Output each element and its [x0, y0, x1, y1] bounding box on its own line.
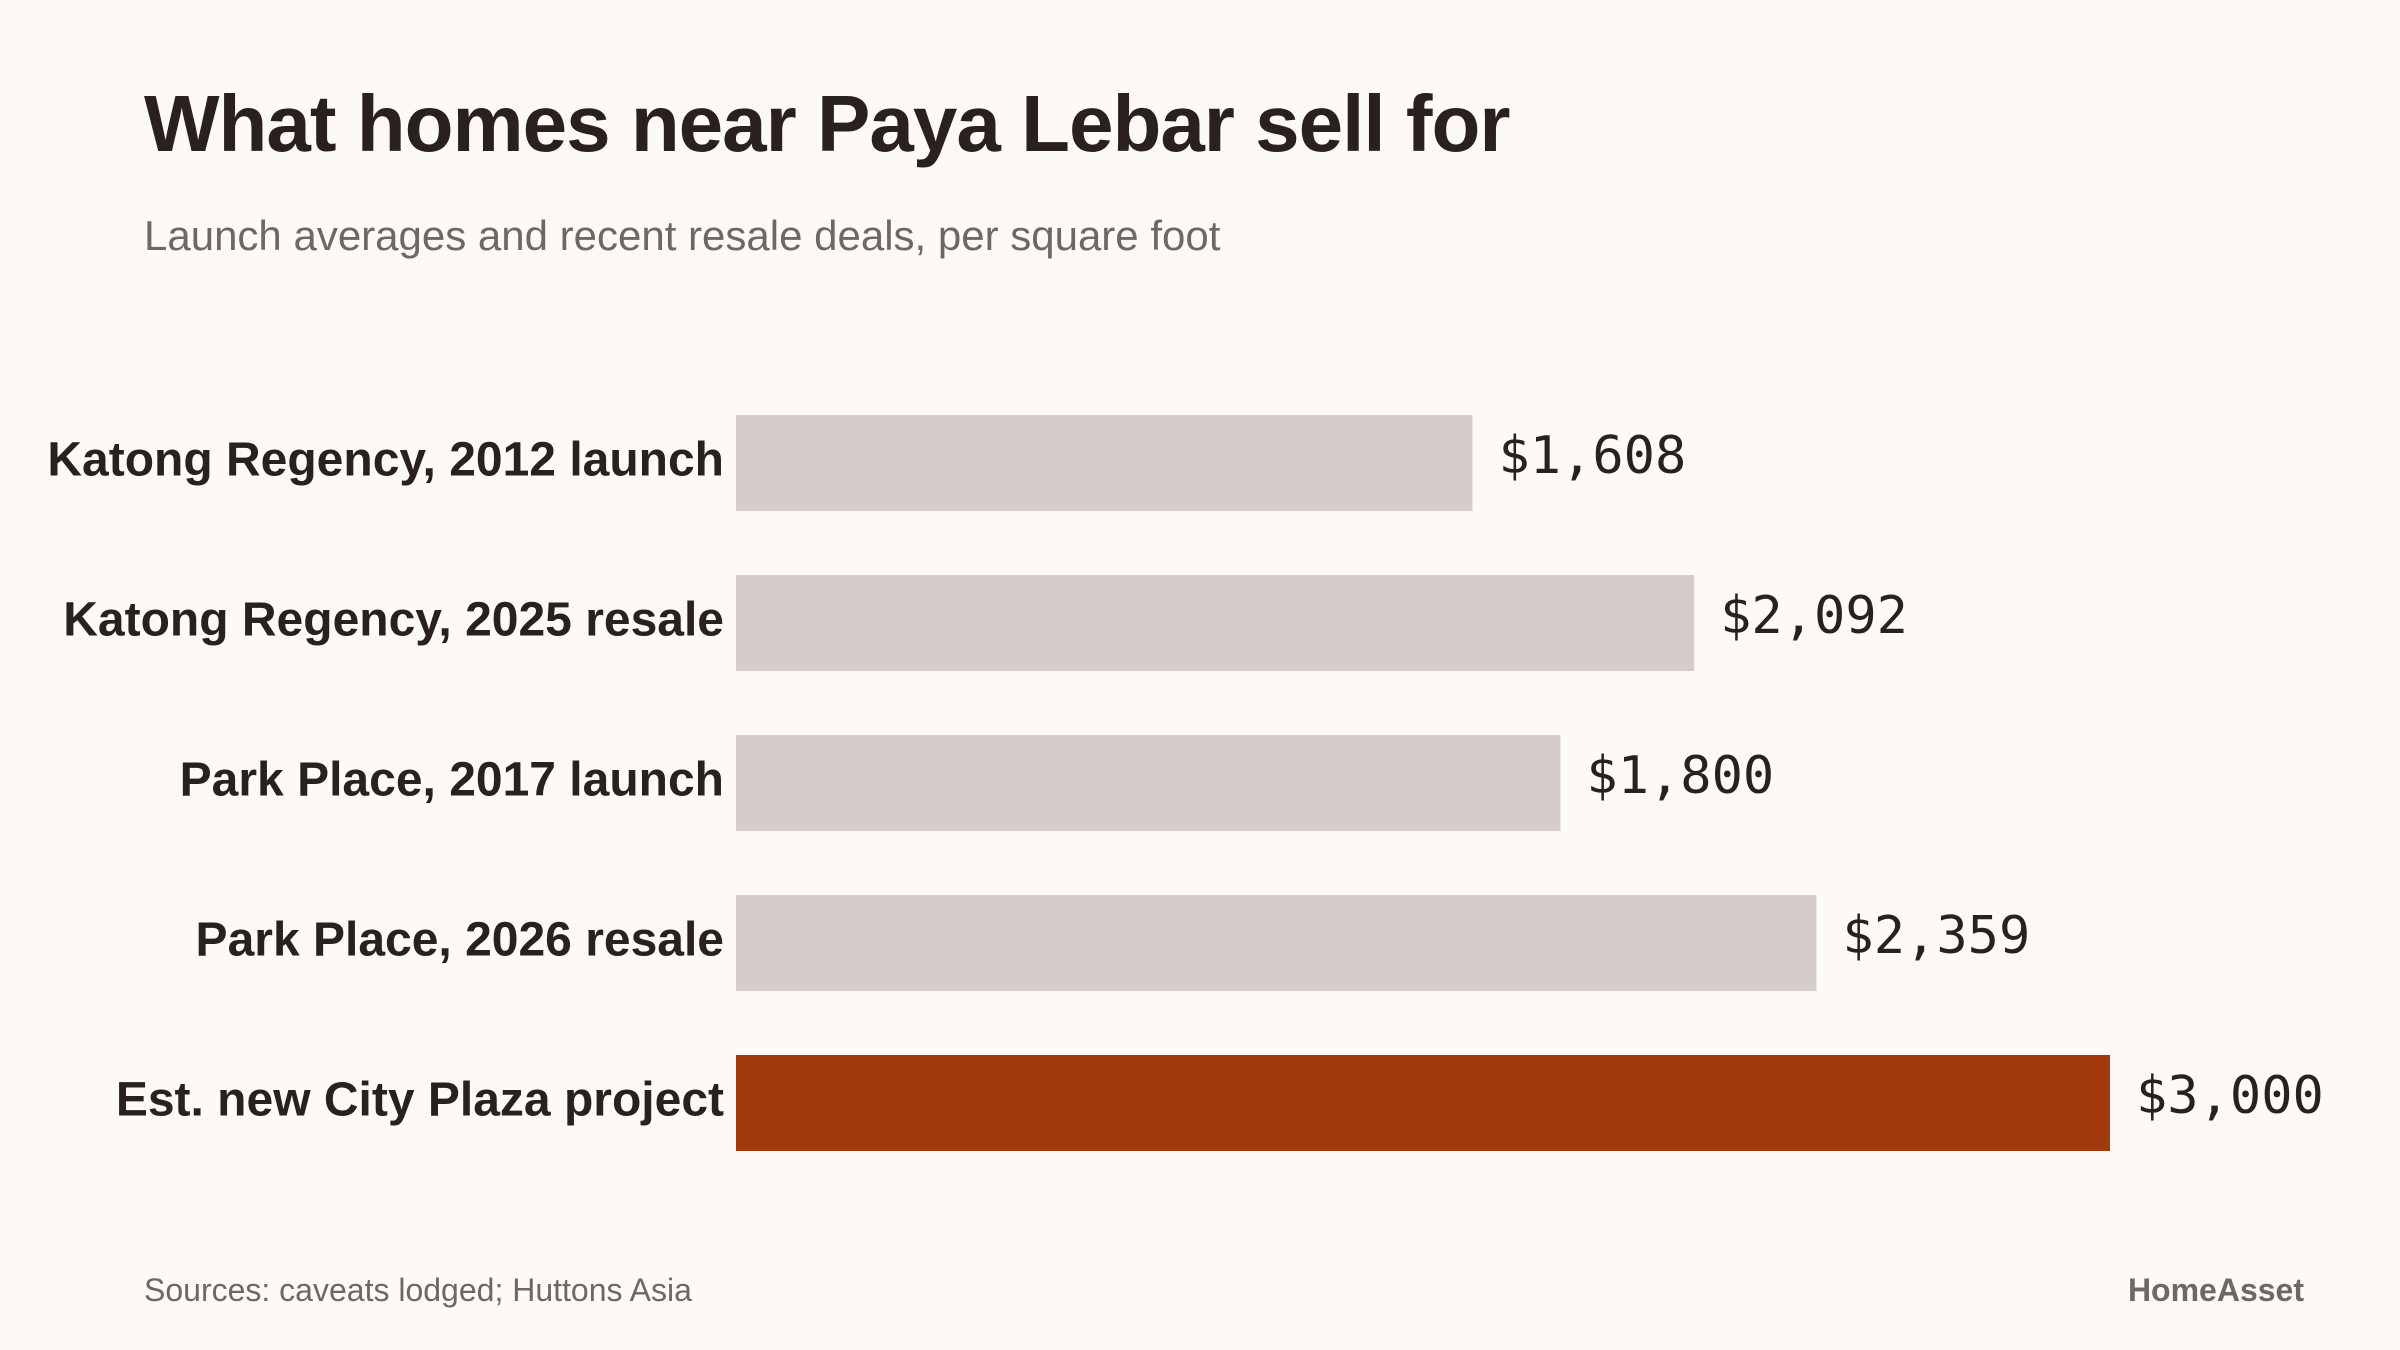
value-label: $3,000 — [2136, 1066, 2324, 1126]
bar — [736, 415, 1473, 511]
category-label: Park Place, 2026 resale — [196, 914, 724, 967]
category-label: Park Place, 2017 launch — [180, 754, 724, 807]
chart-title: What homes near Paya Lebar sell for — [144, 79, 1510, 168]
bar — [736, 895, 1817, 991]
value-label: $2,359 — [1842, 906, 2030, 966]
category-label: Katong Regency, 2025 resale — [63, 594, 724, 647]
category-label: Katong Regency, 2012 launch — [47, 434, 724, 487]
bar — [736, 735, 1561, 831]
chart-subtitle: Launch averages and recent resale deals,… — [144, 212, 1221, 259]
bar-highlight — [736, 1055, 2110, 1151]
brand-logo-text: HomeAsset — [2127, 1272, 2304, 1308]
category-label: Est. new City Plaza project — [116, 1074, 724, 1127]
value-label: $1,800 — [1586, 746, 1774, 806]
value-label: $2,092 — [1720, 586, 1908, 646]
bar — [736, 575, 1695, 671]
value-label: $1,608 — [1498, 426, 1686, 486]
source-note: Sources: caveats lodged; Huttons Asia — [144, 1272, 692, 1308]
